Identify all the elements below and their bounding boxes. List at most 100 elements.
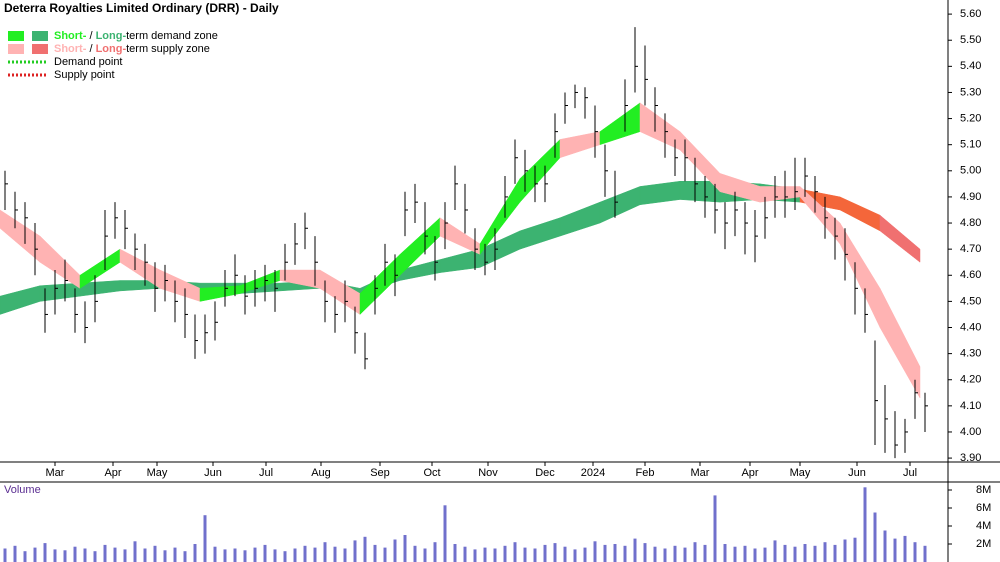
volume-bar bbox=[863, 487, 867, 562]
volume-bar bbox=[183, 551, 187, 562]
zone-segment bbox=[879, 288, 921, 399]
y-tick-label: 4.70 bbox=[960, 243, 981, 255]
legend-swatch bbox=[8, 31, 24, 41]
volume-bar bbox=[473, 549, 477, 562]
price-bars bbox=[4, 27, 928, 459]
volume-bar bbox=[843, 539, 847, 562]
volume-bar bbox=[413, 545, 417, 562]
volume-bar bbox=[613, 544, 617, 562]
volume-bar bbox=[433, 542, 437, 562]
volume-bar bbox=[703, 544, 707, 562]
x-tick-label: May bbox=[790, 467, 811, 479]
volume-bar bbox=[333, 546, 337, 562]
volume-bar bbox=[923, 545, 927, 562]
volume-bar bbox=[723, 544, 727, 562]
volume-bar bbox=[393, 539, 397, 562]
volume-bar bbox=[553, 543, 557, 562]
legend-text: term supply zone bbox=[126, 43, 210, 55]
volume-bar bbox=[103, 544, 107, 562]
legend-label: Supply point bbox=[54, 69, 115, 81]
y-tick-label: 4.90 bbox=[960, 191, 981, 203]
volume-bar bbox=[173, 547, 177, 562]
legend-text: Long- bbox=[96, 30, 127, 42]
x-tick-label: Apr bbox=[104, 467, 121, 479]
y-tick-label: 4.00 bbox=[960, 426, 981, 438]
volume-bar bbox=[833, 544, 837, 562]
volume-bar bbox=[583, 547, 587, 562]
x-tick-label: 2024 bbox=[581, 467, 605, 479]
volume-bar bbox=[563, 546, 567, 562]
volume-bar bbox=[123, 549, 127, 562]
volume-bar bbox=[773, 540, 777, 562]
x-tick-label: May bbox=[147, 467, 168, 479]
volume-bar bbox=[883, 530, 887, 562]
volume-bar bbox=[143, 548, 147, 562]
volume-bar bbox=[313, 547, 317, 562]
x-tick-label: Aug bbox=[311, 467, 331, 479]
volume-bar bbox=[523, 547, 527, 562]
volume-bar bbox=[23, 551, 27, 562]
x-tick-label: Jun bbox=[848, 467, 866, 479]
volume-bar bbox=[753, 548, 757, 562]
volume-bar bbox=[913, 542, 917, 562]
x-tick-label: Mar bbox=[691, 467, 710, 479]
volume-bar bbox=[133, 541, 137, 562]
chart-title: Deterra Royalties Limited Ordinary (DRR)… bbox=[4, 1, 279, 15]
volume-bar bbox=[783, 544, 787, 562]
volume-bar bbox=[53, 549, 57, 562]
volume-label: Volume bbox=[4, 484, 41, 496]
volume-bar bbox=[373, 544, 377, 562]
volume-tick-label: 2M bbox=[976, 538, 991, 550]
volume-bar bbox=[293, 548, 297, 562]
legend-text: Short- bbox=[54, 30, 87, 42]
legend-text: term demand zone bbox=[126, 30, 218, 42]
volume-bar bbox=[813, 545, 817, 562]
x-tick-label: Jul bbox=[903, 467, 917, 479]
legend-swatch bbox=[8, 44, 24, 54]
x-tick-label: Jul bbox=[259, 467, 273, 479]
volume-bar bbox=[263, 544, 267, 562]
legend-text: / bbox=[86, 43, 95, 55]
legend-swatch bbox=[32, 31, 48, 41]
volume-bar bbox=[823, 542, 827, 562]
y-tick-label: 4.60 bbox=[960, 269, 981, 281]
volume-bar bbox=[223, 549, 227, 562]
volume-bar bbox=[503, 545, 507, 562]
volume-bar bbox=[543, 544, 547, 562]
x-tick-label: Jun bbox=[204, 467, 222, 479]
volume-bar bbox=[593, 541, 597, 562]
volume-bar bbox=[43, 543, 47, 562]
volume-bar bbox=[213, 546, 217, 562]
volume-bar bbox=[483, 547, 487, 562]
volume-bar bbox=[63, 550, 67, 562]
volume-bar bbox=[3, 548, 7, 562]
y-tick-label: 5.60 bbox=[960, 8, 981, 20]
volume-tick-label: 6M bbox=[976, 502, 991, 514]
volume-bar bbox=[233, 548, 237, 562]
volume-bar bbox=[853, 537, 857, 562]
volume-bar bbox=[643, 543, 647, 562]
volume-bar bbox=[763, 547, 767, 562]
volume-bar bbox=[453, 544, 457, 562]
volume-bar bbox=[673, 545, 677, 562]
legend-swatch bbox=[32, 44, 48, 54]
y-tick-label: 4.40 bbox=[960, 321, 981, 333]
legend-label: Short- / Long-term supply zone bbox=[54, 43, 210, 55]
legend-text: Demand point bbox=[54, 56, 123, 68]
y-tick-label: 4.30 bbox=[960, 348, 981, 360]
volume-bar bbox=[903, 535, 907, 562]
volume-bar bbox=[743, 545, 747, 562]
y-tick-label: 4.10 bbox=[960, 400, 981, 412]
legend-text: Long- bbox=[96, 43, 127, 55]
volume-bar bbox=[33, 547, 37, 562]
volume-bar bbox=[713, 495, 717, 562]
volume-bar bbox=[323, 542, 327, 562]
volume-bar bbox=[793, 546, 797, 562]
volume-bar bbox=[733, 546, 737, 562]
volume-bar bbox=[493, 548, 497, 562]
volume-bar bbox=[203, 515, 207, 562]
x-tick-label: Feb bbox=[636, 467, 655, 479]
volume-bars bbox=[3, 487, 927, 562]
volume-bar bbox=[273, 549, 277, 562]
volume-bar bbox=[93, 551, 97, 562]
